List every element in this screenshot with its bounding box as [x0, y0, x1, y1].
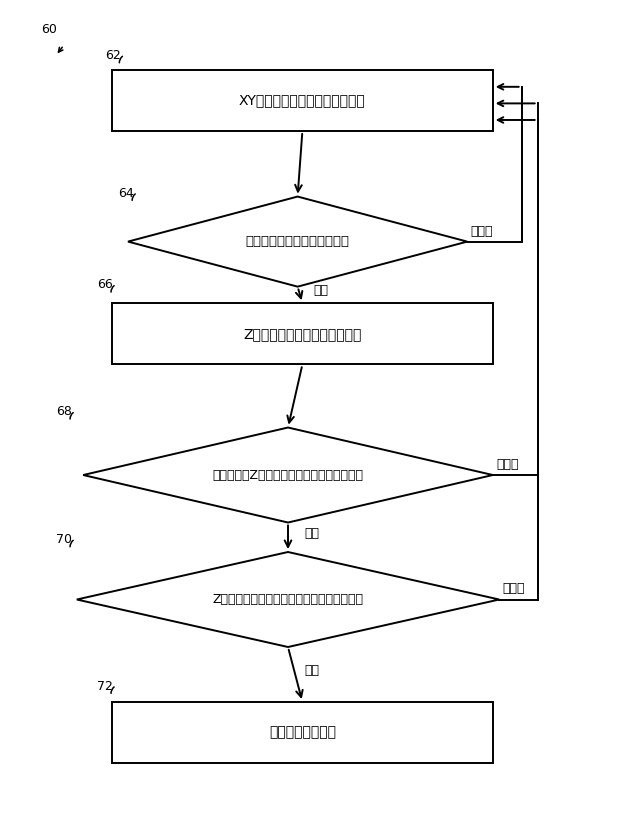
Text: はい: はい	[314, 284, 328, 297]
Polygon shape	[83, 428, 493, 523]
Polygon shape	[77, 552, 499, 647]
Text: 72: 72	[97, 680, 113, 693]
Text: 64: 64	[118, 187, 134, 200]
FancyBboxPatch shape	[112, 702, 493, 763]
Text: Z方向で患者タグの位置を判断: Z方向で患者タグの位置を判断	[243, 327, 362, 341]
Text: 患者タグはZ方向の閾値を超えているるか？: 患者タグはZ方向の閾値を超えているるか？	[212, 468, 364, 482]
Text: いいえ: いいえ	[496, 458, 518, 471]
Text: XY方向で患者タグの位置を判断: XY方向で患者タグの位置を判断	[239, 93, 366, 107]
Text: いいえ: いいえ	[470, 224, 493, 238]
Text: 62: 62	[106, 49, 122, 62]
Text: Z方向のずれが時間の閾値を超えているか？: Z方向のずれが時間の閾値を超えているか？	[212, 593, 364, 606]
FancyBboxPatch shape	[112, 303, 493, 364]
Text: 患者はトイレの中にいるか？: 患者はトイレの中にいるか？	[246, 235, 349, 248]
Text: 介護者に注意喚起: 介護者に注意喚起	[269, 726, 336, 740]
Text: 70: 70	[56, 533, 72, 546]
Text: 60: 60	[42, 23, 58, 36]
Text: 66: 66	[97, 278, 113, 292]
Text: はい: はい	[304, 527, 319, 540]
FancyBboxPatch shape	[112, 70, 493, 131]
Text: はい: はい	[304, 664, 319, 676]
Polygon shape	[128, 197, 467, 287]
Text: いいえ: いいえ	[502, 582, 525, 595]
Text: 68: 68	[56, 405, 72, 419]
